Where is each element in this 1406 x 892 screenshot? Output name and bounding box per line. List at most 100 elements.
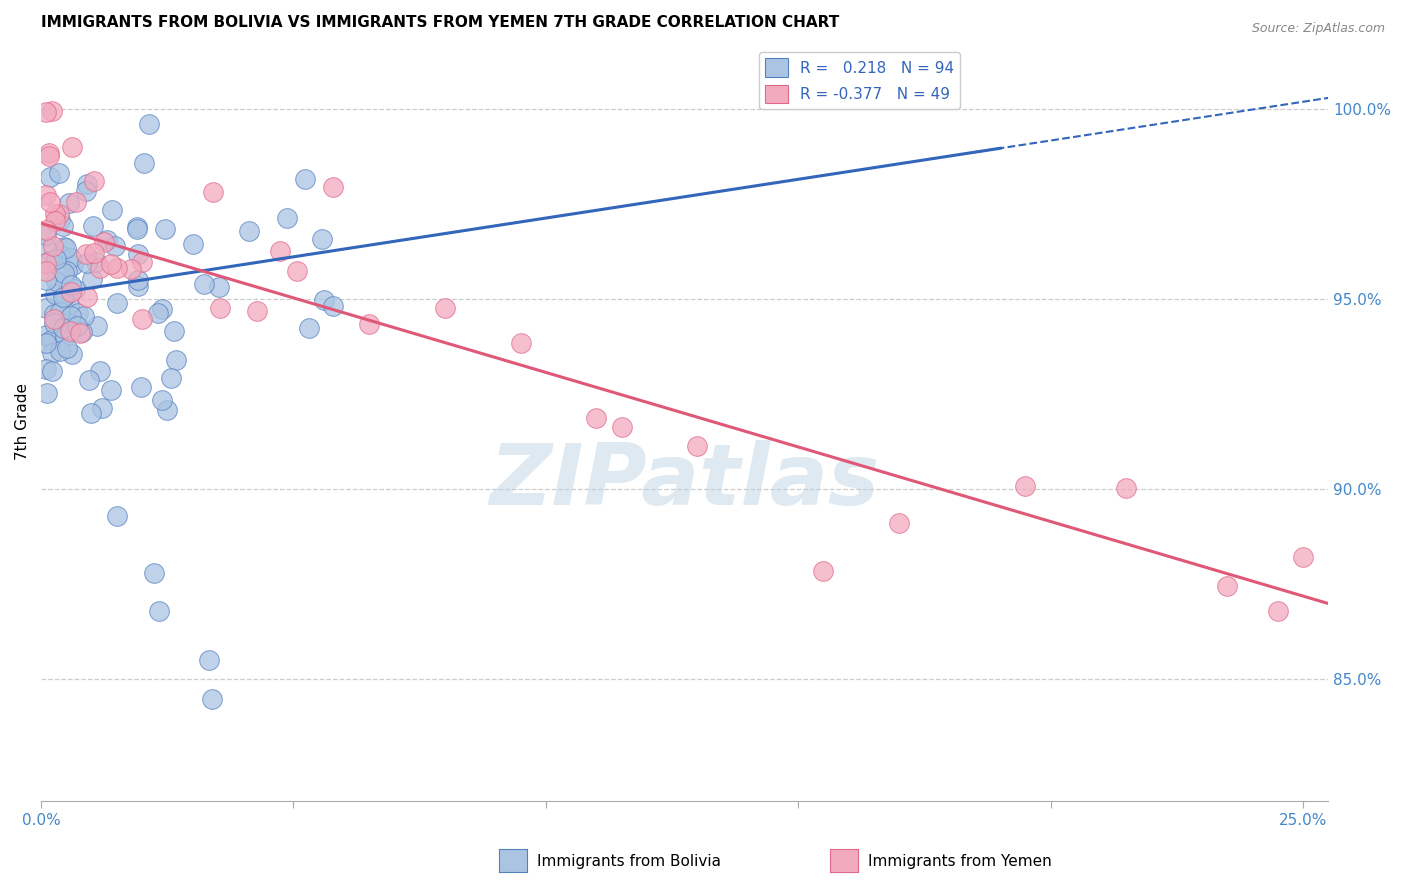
Point [58, 195, 80, 210]
Point [70, 325, 93, 339]
Point [35, 242, 58, 256]
Point [35, 301, 58, 315]
Point [89, 364, 111, 378]
Y-axis label: 7th Grade: 7th Grade [15, 383, 30, 459]
Point [150, 302, 173, 317]
Point [62, 258, 84, 272]
Point [148, 306, 170, 320]
Point [433, 301, 456, 316]
Point [35, 228, 58, 243]
Point [246, 303, 269, 318]
Point [813, 565, 835, 579]
Point [65, 282, 87, 296]
Point [55, 329, 77, 343]
Point [209, 301, 232, 316]
Point [83, 246, 105, 260]
Point [38, 146, 60, 161]
Point [58, 298, 80, 312]
Point [686, 439, 709, 453]
Point [38, 149, 60, 163]
Point [53, 240, 76, 254]
Point [44, 214, 66, 228]
Point [96, 233, 118, 247]
Point [76, 290, 98, 304]
Point [39, 333, 62, 347]
Point [163, 324, 186, 338]
Text: ZIPatlas: ZIPatlas [489, 441, 880, 524]
Point [48, 207, 70, 221]
Point [1292, 550, 1315, 565]
Point [35, 336, 58, 351]
Point [84, 255, 107, 269]
Point [311, 232, 333, 246]
Point [80, 406, 103, 420]
Point [56, 341, 79, 355]
Point [610, 419, 633, 434]
Point [44, 287, 66, 301]
Point [42, 307, 65, 321]
Point [48, 213, 70, 227]
Point [127, 278, 149, 293]
Point [35, 223, 58, 237]
Point [105, 261, 128, 276]
Point [105, 295, 128, 310]
Point [312, 293, 335, 307]
Point [1115, 481, 1137, 495]
Point [49, 343, 72, 358]
Point [83, 174, 105, 188]
Point [56, 264, 79, 278]
Point [150, 392, 173, 407]
Point [193, 277, 215, 291]
Point [201, 185, 224, 199]
Point [82, 219, 104, 234]
Point [165, 352, 187, 367]
Point [60, 251, 83, 265]
Point [45, 252, 67, 267]
Point [41, 364, 63, 378]
Point [75, 246, 97, 260]
Point [41, 346, 63, 360]
Point [509, 336, 531, 351]
Point [208, 280, 231, 294]
Point [86, 318, 108, 333]
Point [59, 309, 82, 323]
Point [153, 222, 176, 236]
Point [120, 262, 142, 277]
Text: Immigrants from Yemen: Immigrants from Yemen [868, 855, 1052, 869]
Point [58, 316, 80, 330]
Point [276, 211, 298, 225]
Point [60, 277, 83, 292]
Point [77, 373, 100, 387]
Point [44, 316, 66, 330]
Point [201, 691, 224, 706]
Point [55, 288, 77, 302]
Point [138, 117, 160, 131]
Point [35, 361, 58, 376]
Point [65, 195, 87, 210]
Point [100, 257, 122, 271]
Point [101, 202, 124, 217]
Point [159, 371, 181, 385]
Point [322, 180, 344, 194]
Point [181, 236, 204, 251]
Point [125, 220, 148, 235]
Point [35, 386, 58, 401]
Point [52, 219, 75, 234]
Point [143, 566, 166, 580]
Point [129, 380, 152, 394]
Point [60, 285, 83, 299]
Point [198, 653, 221, 667]
Point [73, 309, 96, 323]
Point [60, 140, 83, 154]
Point [39, 169, 62, 184]
Point [35, 188, 58, 202]
Point [238, 224, 260, 238]
Point [156, 402, 179, 417]
Point [52, 266, 75, 280]
Text: IMMIGRANTS FROM BOLIVIA VS IMMIGRANTS FROM YEMEN 7TH GRADE CORRELATION CHART: IMMIGRANTS FROM BOLIVIA VS IMMIGRANTS FR… [41, 15, 839, 30]
Point [148, 604, 170, 618]
Point [42, 239, 65, 253]
Point [42, 312, 65, 326]
Text: Immigrants from Bolivia: Immigrants from Bolivia [537, 855, 721, 869]
Point [82, 272, 104, 286]
